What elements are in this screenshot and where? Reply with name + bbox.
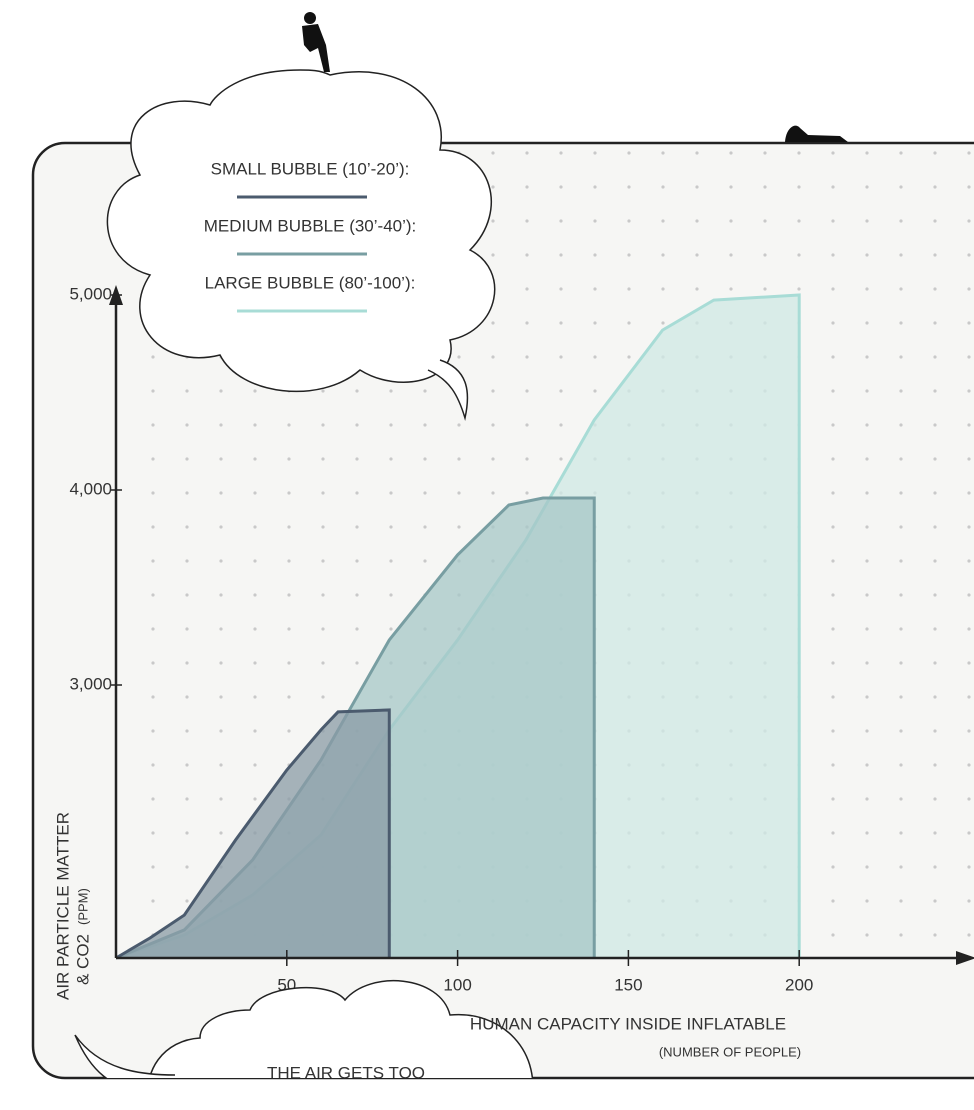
y-tick-label: 4,000: [69, 479, 112, 498]
legend-label: LARGE BUBBLE (80’-100’):: [205, 273, 416, 292]
y-axis-title: & CO2: [73, 934, 92, 985]
annotation: POLLUTED TO BREATHE: [245, 1087, 446, 1105]
cloud-tail: [74, 1034, 176, 1078]
line: [115, 708, 391, 960]
annotation-cloud: [148, 980, 533, 1078]
cloud-tail: [427, 359, 469, 421]
x-tick-label: 100: [443, 975, 471, 994]
legend-cloud: [106, 69, 496, 393]
legend-label: MEDIUM BUBBLE (30’-40’):: [204, 216, 417, 235]
y-axis-title: AIR PARTICLE MATTER: [53, 812, 72, 1000]
y-axis-unit: (PPM): [75, 888, 90, 925]
x-tick-label: 150: [614, 975, 642, 994]
x-axis-subtitle: (NUMBER OF PEOPLE): [659, 1044, 801, 1059]
legend-label: SMALL BUBBLE (10’-20’):: [211, 159, 410, 178]
x-tick-label: 200: [785, 975, 813, 994]
y-tick-label: 5,000: [69, 284, 112, 303]
area: [116, 295, 800, 958]
area: [116, 709, 390, 958]
x-axis-arrow: [956, 951, 974, 965]
y-tick-label: 3,000: [69, 674, 112, 693]
x-axis-title: HUMAN CAPACITY INSIDE INFLATABLE: [470, 1014, 786, 1033]
annotation: THE AIR GETS TOO: [267, 1063, 425, 1082]
